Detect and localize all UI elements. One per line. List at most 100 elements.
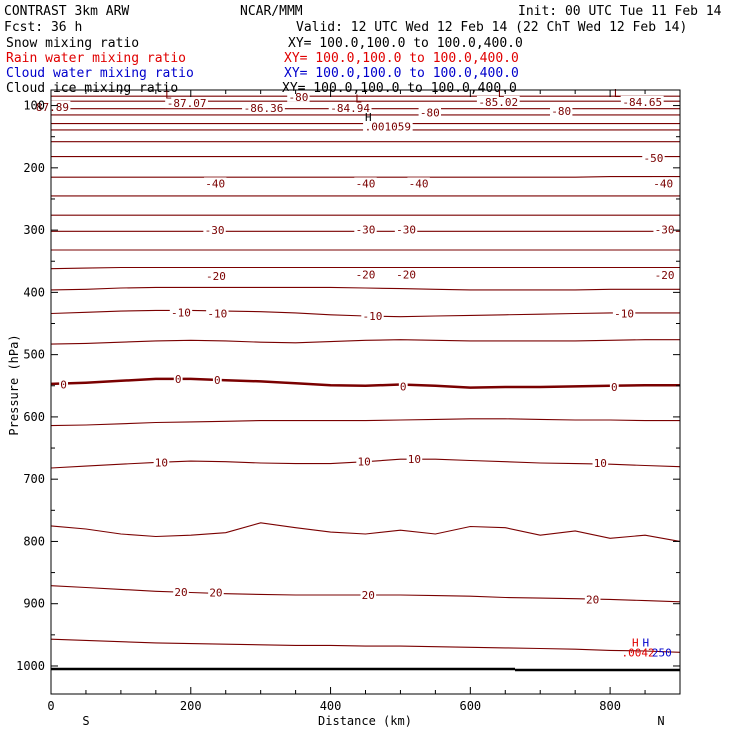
y-axis-title: Pressure (hPa)	[7, 334, 21, 435]
endpoint-south: S	[82, 714, 89, 728]
extremum-marker: H	[642, 636, 649, 649]
contour-label: -30	[655, 223, 675, 236]
contour-label: 0	[175, 373, 182, 386]
contour-line-15	[50, 522, 681, 542]
contour-label: -40	[653, 177, 673, 190]
contour-label: 10	[357, 456, 370, 469]
valid-time: Valid: 12 UTC Wed 12 Feb 14 (22 ChT Wed …	[296, 20, 687, 35]
forecast-hour: Fcst: 36 h	[4, 20, 82, 35]
contour-label-bg	[204, 177, 227, 189]
contour-label-bg	[394, 223, 418, 235]
contour-label: 10	[408, 453, 421, 466]
contour-label: 0	[400, 380, 407, 393]
field-cloud-water-name: Cloud water mixing ratio	[6, 66, 194, 81]
contour-label-bg	[169, 306, 193, 318]
contour-label-bg	[642, 151, 665, 163]
contour-label: 0	[611, 381, 618, 394]
field-rain-name: Rain water mixing ratio	[6, 51, 186, 66]
contour-label-bg	[609, 381, 619, 393]
contour-label: 0	[60, 379, 67, 392]
contour-label-bg	[584, 593, 601, 605]
contour-label-bg	[153, 456, 170, 468]
y-tick-label: 200	[23, 161, 45, 175]
contour-label: -40	[356, 177, 376, 190]
contour-label: -10	[171, 306, 191, 319]
contour-label-bg	[592, 456, 609, 468]
contour-label: 20	[209, 587, 222, 600]
contour-label: 0	[214, 374, 221, 387]
x-tick-label: 0	[47, 699, 54, 713]
contour-label-bg	[203, 224, 226, 236]
contour-label: -80	[288, 91, 308, 104]
y-tick-label: 400	[23, 285, 45, 299]
x-tick-label: 200	[180, 699, 202, 713]
contour-line--20	[50, 266, 680, 270]
contour-label: -84.65	[622, 96, 662, 109]
contour-label-bg	[652, 177, 675, 189]
x-tick-label: 400	[320, 699, 342, 713]
contour-label: -20	[206, 270, 226, 283]
contour-label-bg	[354, 177, 377, 189]
y-tick-label: 600	[23, 410, 45, 424]
contour-label-bg	[206, 307, 229, 319]
contour-label: -85.02	[478, 96, 518, 109]
contour-label-bg	[653, 223, 676, 235]
contour-line--45	[51, 176, 680, 178]
contour-label-bg	[653, 268, 676, 280]
x-axis-title: Distance (km)	[318, 714, 412, 728]
contour-label: -30	[205, 224, 225, 237]
field-snow-xy: XY= 100.0,100.0 to 100.0,400.0	[288, 36, 523, 51]
contour-label: -50	[644, 152, 664, 165]
contour-label-bg	[418, 106, 441, 118]
contour-label: -86.36	[244, 102, 284, 115]
x-tick-label: 600	[459, 699, 481, 713]
contour-label-bg	[212, 374, 222, 386]
contour-label-bg	[398, 380, 408, 392]
contour-label-bg	[59, 378, 68, 390]
init-time: Init: 00 UTC Tue 11 Feb 14	[518, 4, 722, 19]
contour-label: -20	[655, 269, 675, 282]
contour-label-bg	[620, 95, 664, 107]
contour-label-bg	[361, 310, 384, 322]
contour-label: -80	[551, 105, 571, 118]
contour-label: 20	[362, 589, 375, 602]
contour-label: 20	[174, 586, 187, 599]
field-cloud-water-xy: XY= 100.0,100.0 to 100.0,400.0	[284, 66, 519, 81]
contour-label: -10	[207, 308, 227, 321]
y-tick-label: 800	[23, 534, 45, 548]
contour-label-bg	[328, 102, 372, 114]
extremum-marker: H	[632, 636, 639, 649]
contour-label-bg	[407, 177, 430, 189]
contour-label: 87.89	[36, 101, 69, 114]
contour-label: -30	[356, 223, 376, 236]
contour-label-bg	[476, 95, 520, 107]
contour-line-0	[50, 377, 680, 389]
contour-label: -30	[396, 223, 416, 236]
contour-label: -20	[396, 268, 416, 281]
extremum-marker: L	[498, 87, 505, 100]
contour-label: -10	[363, 310, 383, 323]
contour-label: -10	[614, 308, 634, 321]
y-tick-label: 900	[23, 597, 45, 611]
contour-label-bg	[165, 97, 208, 109]
extremum-marker: L	[355, 93, 362, 106]
org-label: NCAR/MMM	[240, 4, 303, 19]
contour-line--5	[50, 339, 680, 345]
contour-label-bg	[287, 90, 310, 102]
contour-label-bg	[354, 268, 377, 280]
contour-label-bg	[173, 585, 189, 597]
contour-label-bg	[208, 586, 224, 598]
endpoint-north: N	[657, 714, 664, 728]
contour-label: 10	[594, 457, 607, 470]
x-tick-label: 800	[599, 699, 621, 713]
contour-label-bg	[612, 307, 636, 319]
y-tick-label: 100	[23, 99, 45, 113]
y-tick-label: 700	[23, 472, 45, 486]
contour-label: -40	[205, 177, 225, 190]
contour-label: -80	[420, 106, 440, 119]
contour-label: -40	[409, 177, 429, 190]
contour-label: -84.94	[330, 102, 370, 115]
contour-label-bg	[363, 120, 413, 132]
